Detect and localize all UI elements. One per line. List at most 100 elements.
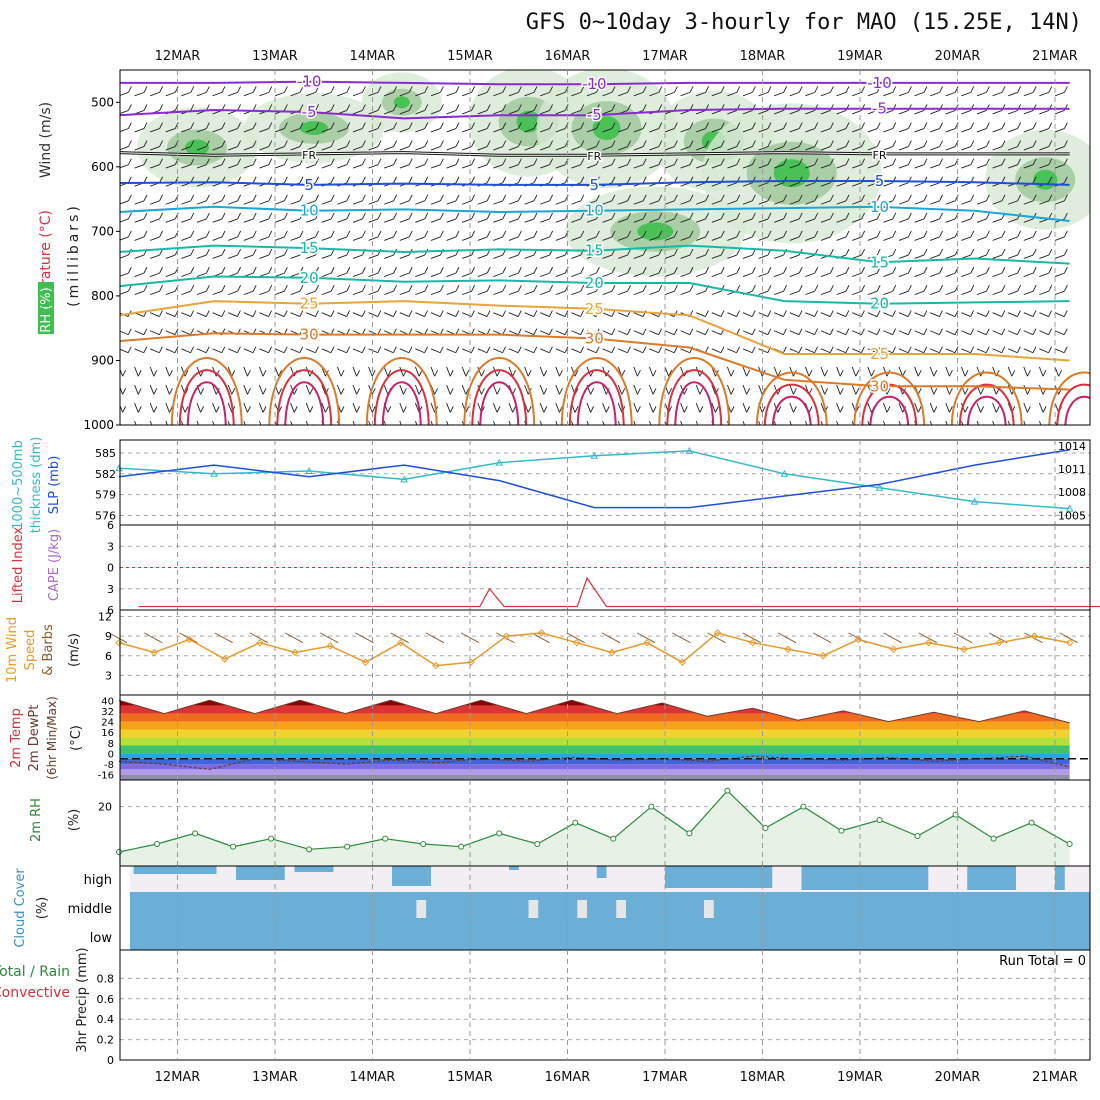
- wind-barb: [696, 272, 706, 277]
- wind-barb-flag: [917, 388, 922, 395]
- ytick-label: 800: [91, 289, 114, 303]
- wind-barb-flag: [377, 310, 382, 317]
- wind-barb-flag: [502, 122, 507, 129]
- wind-barb: [602, 200, 613, 205]
- date-label-bottom: 15MAR: [447, 1070, 493, 1085]
- wind-barb-flag: [861, 122, 865, 129]
- wind-barb-flag: [580, 310, 585, 317]
- date-label-bottom: 20MAR: [935, 1070, 981, 1085]
- wind10-marker: [1065, 638, 1074, 647]
- wind-barb: [945, 402, 950, 413]
- wind-barb-flag: [190, 212, 195, 220]
- wind-barb-flag: [985, 284, 990, 292]
- wind-barb: [1039, 312, 1049, 317]
- wind-barb-flag: [439, 194, 444, 202]
- wind-barb: [258, 366, 264, 377]
- wind-barb: [196, 348, 207, 354]
- wind-barb: [680, 330, 690, 336]
- wind-barb-flag: [153, 406, 158, 413]
- wind-barb: [508, 91, 519, 97]
- wind-barb-flag: [907, 194, 912, 202]
- wind-barb-flag: [424, 346, 429, 353]
- cape-title: CAPE (J/kg): [47, 529, 62, 601]
- wind-barb-flag: [652, 388, 657, 395]
- wind-barb: [462, 200, 472, 205]
- wind-barb-flag: [268, 230, 273, 238]
- wind-barb-flag: [517, 328, 522, 335]
- isotherm-label: 5: [875, 172, 885, 190]
- wind-barb: [120, 91, 129, 96]
- wind-barb: [196, 236, 207, 241]
- wind-barb: [774, 91, 784, 97]
- wind10-marker: [889, 645, 898, 653]
- wind-barb-flag: [361, 212, 366, 220]
- wind-barb-flag: [315, 86, 319, 93]
- isotherm-label: 10: [300, 202, 319, 220]
- wind-barb: [430, 200, 441, 205]
- wind-barb: [430, 254, 441, 259]
- wind-barb: [664, 91, 675, 97]
- wind-barb: [649, 254, 659, 259]
- wind-barb: [914, 200, 925, 205]
- date-label-bottom: 18MAR: [740, 1070, 786, 1085]
- ytick-label: 700: [91, 224, 114, 238]
- wind-barb-flag: [861, 266, 865, 274]
- cape-tick: 3: [107, 540, 114, 553]
- wind-barb-flag: [299, 194, 304, 202]
- wind-barb: [384, 254, 394, 259]
- rh-marker: [1028, 819, 1035, 826]
- cloud-high-block: [294, 866, 334, 872]
- wind-barb-flag: [346, 140, 351, 147]
- wind-barb: [976, 128, 987, 133]
- wind-barb: [571, 312, 581, 317]
- wind-barb-flag: [237, 248, 241, 256]
- wind-barb: [961, 182, 971, 187]
- wind-barb: [602, 91, 613, 97]
- wind-barb: [1023, 164, 1034, 169]
- wind-barb-flag: [283, 122, 288, 129]
- warm-contour: [771, 395, 812, 425]
- wind-barb-flag: [798, 212, 803, 220]
- wind-barb-flag: [917, 370, 922, 377]
- wind-barb: [726, 384, 732, 395]
- wind-barb: [477, 164, 488, 169]
- wind-barb: [774, 312, 784, 317]
- wind-barb-flag: [1032, 346, 1037, 353]
- wind-barb: [945, 366, 950, 377]
- warm-contour: [186, 381, 227, 425]
- wind-barb-flag: [954, 158, 959, 165]
- wind-barb: [1023, 384, 1028, 395]
- wind-barb-flag: [939, 140, 943, 147]
- wind-barb-flag: [751, 266, 756, 274]
- wind-barb-flag: [543, 388, 548, 395]
- wind-barb-flag: [564, 346, 569, 353]
- wind-barb-flag: [299, 310, 304, 317]
- wind-barb-flag: [720, 140, 725, 147]
- wind-barb-flag: [808, 370, 813, 377]
- wind-barb-flag: [985, 310, 990, 317]
- wind-barb: [384, 164, 394, 169]
- wind-barb: [711, 330, 722, 336]
- wind-barb-flag: [143, 284, 148, 292]
- wind-barb: [820, 366, 826, 377]
- wind-barb: [602, 236, 613, 241]
- wind-barb-flag: [527, 370, 532, 377]
- wind-barb-flag: [205, 194, 210, 202]
- wind-barb: [836, 384, 841, 395]
- wind-barb-flag: [346, 346, 351, 353]
- wind-barb: [1039, 290, 1049, 296]
- wind-barb-flag: [361, 104, 366, 111]
- wind-barb-flag: [845, 346, 850, 353]
- wind-barb-flag: [237, 176, 241, 183]
- wind-barb: [898, 236, 909, 241]
- wind-barb-flag: [574, 370, 579, 377]
- wind-barb: [306, 272, 316, 277]
- wind-barb-flag: [278, 370, 283, 377]
- wind-barb: [352, 384, 358, 395]
- wind-barb: [461, 384, 467, 395]
- rh-marker: [268, 835, 275, 842]
- wind-barb: [633, 91, 644, 97]
- wind-barb-flag: [970, 230, 975, 238]
- wind-tick: 12: [98, 611, 112, 624]
- wind-barb: [805, 164, 815, 169]
